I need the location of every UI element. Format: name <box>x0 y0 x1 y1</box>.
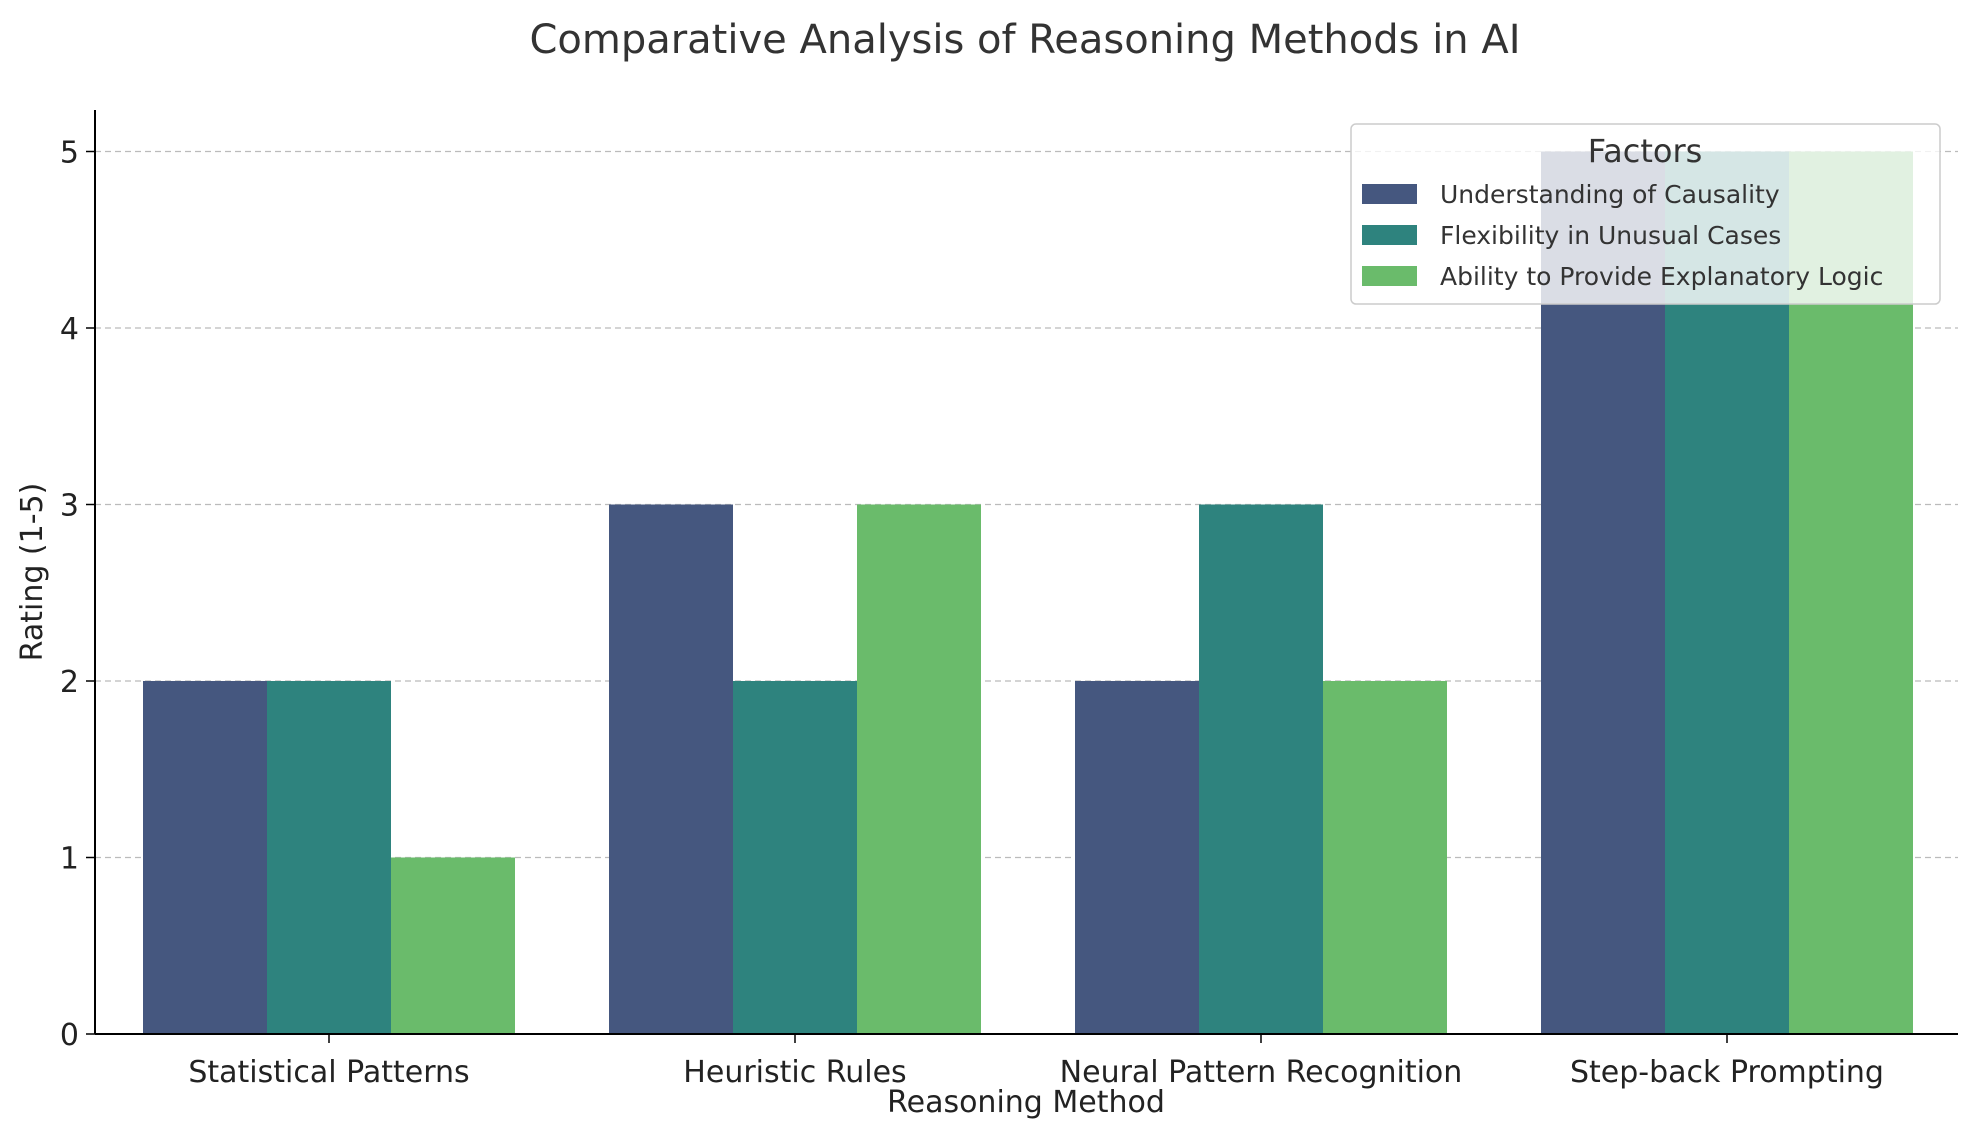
legend-items: Understanding of Causality Flexibility in… <box>1362 180 1883 291</box>
x-tick-label: Statistical Patterns <box>188 1055 469 1090</box>
bar-1-2 <box>609 504 733 1034</box>
bar-2-3 <box>1199 504 1323 1034</box>
legend: Factors Understanding of Causality Flexib… <box>1350 123 1941 305</box>
bar-3-2 <box>857 504 981 1034</box>
y-tick-label: 5 <box>60 136 79 171</box>
legend-swatch <box>1362 225 1417 245</box>
x-axis-label: Reasoning Method <box>887 1085 1165 1120</box>
ticks: 0 1 2 3 4 5 Statistical Patterns Heuristic Rule… <box>60 136 1884 1091</box>
axes <box>94 110 1958 1035</box>
bar-2-1 <box>267 681 391 1034</box>
bars <box>143 151 1913 1034</box>
bar-1-1 <box>143 681 267 1034</box>
y-tick-label: 2 <box>60 665 79 700</box>
x-tick-label: Step-back Prompting <box>1570 1055 1884 1090</box>
bar-2-2 <box>733 681 857 1034</box>
legend-label: Flexibility in Unusual Cases <box>1440 221 1781 250</box>
x-tick-label: Heuristic Rules <box>683 1055 906 1090</box>
legend-title: Factors <box>1588 132 1703 170</box>
y-tick-label: 3 <box>60 489 79 524</box>
y-axis-label: Rating (1-5) <box>15 483 50 662</box>
legend-swatch <box>1362 266 1417 286</box>
y-tick-label: 1 <box>60 842 79 877</box>
legend-label: Ability to Provide Explanatory Logic <box>1440 262 1883 291</box>
legend-box <box>1350 123 1941 305</box>
bar-3-3 <box>1323 681 1447 1034</box>
chart-title: Comparative Analysis of Reasoning Method… <box>529 17 1520 63</box>
bar-3-1 <box>391 857 515 1034</box>
legend-swatch <box>1362 184 1417 204</box>
y-tick-label: 4 <box>60 312 79 347</box>
legend-label: Understanding of Causality <box>1440 180 1780 209</box>
x-tick-label: Neural Pattern Recognition <box>1060 1055 1463 1090</box>
y-tick-label: 0 <box>60 1018 79 1053</box>
bar-1-3 <box>1075 681 1199 1034</box>
